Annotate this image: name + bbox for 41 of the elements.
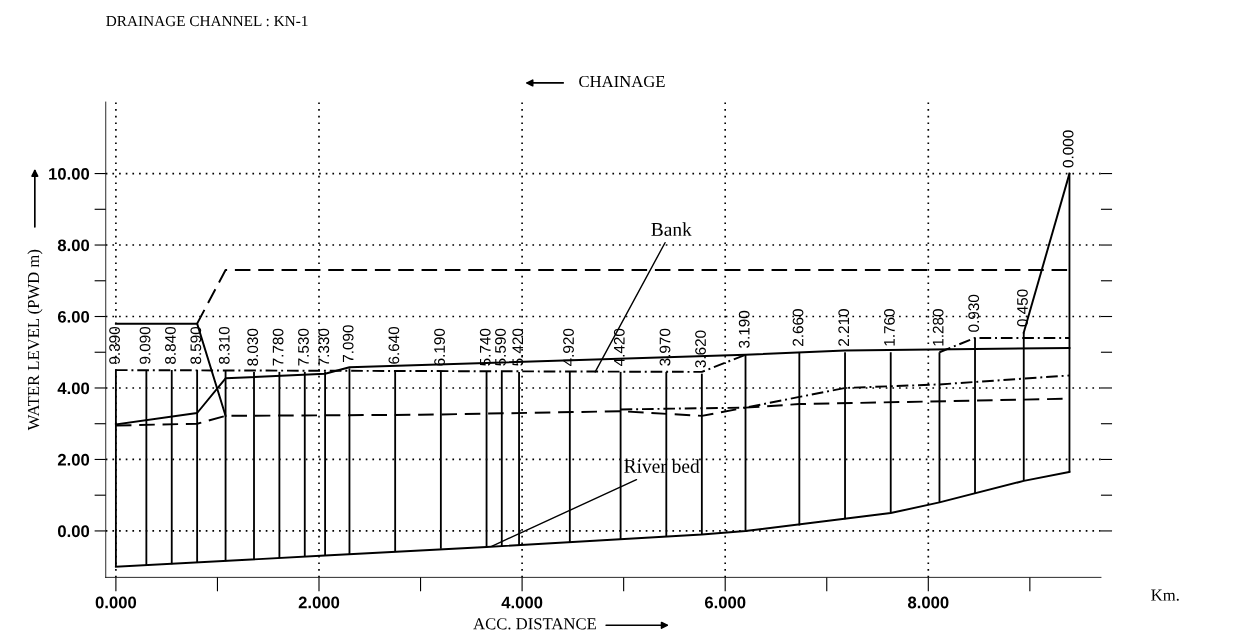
x-axis-title: ACC. DISTANCE: [473, 618, 596, 630]
annotation: 7.530: [298, 328, 309, 366]
annotation: 8.590: [190, 326, 202, 364]
annotation: 9.390: [109, 326, 120, 364]
text: Km.: [1151, 589, 1179, 601]
x-tick-label: 4.000: [501, 596, 543, 609]
y-tick-label: 2.00: [57, 453, 90, 466]
annotation: 8.030: [247, 328, 259, 366]
annotation: 4.420: [613, 328, 625, 366]
y-tick-label: 8.00: [57, 239, 90, 252]
y-tick-label: 6.00: [57, 310, 90, 323]
annotation: 8.840: [165, 326, 176, 364]
annotation: 0.930: [968, 294, 980, 332]
annotation: 1.280: [932, 309, 944, 346]
y-axis-title: WATER LEVEL (PWD m): [27, 249, 43, 431]
annotation: 7.090: [342, 325, 354, 362]
annotation: 3.190: [738, 310, 750, 348]
annotation: 0.450: [1017, 289, 1028, 327]
y-tick-label: 4.00: [57, 382, 90, 395]
annotation: 1.760: [884, 309, 895, 346]
annotation: 2.210: [838, 309, 850, 346]
chart-title: DRAINAGE CHANNEL : KN-1: [106, 15, 308, 27]
annotation: 3.620: [695, 330, 706, 368]
annotation: 5.740: [479, 328, 491, 366]
text: CHAINAGE: [579, 75, 665, 88]
y-tick-label: 0.00: [57, 525, 90, 538]
x-tick-label: 2.000: [298, 596, 340, 609]
x-tick-label: 0.000: [95, 596, 137, 609]
annotation: Bank: [651, 222, 692, 236]
x-tick-label: 6.000: [704, 596, 746, 609]
annotation: 2.660: [792, 309, 804, 346]
annotation: 8.310: [218, 326, 230, 364]
annotation: 9.090: [139, 326, 151, 364]
annotation: 7.780: [272, 328, 284, 366]
annotation: 6.640: [388, 326, 400, 364]
annotation: 5.590: [495, 328, 506, 366]
annotation: 0.000: [1062, 130, 1074, 168]
x-tick-label: 8.000: [907, 596, 949, 609]
y-tick-label: 10.00: [49, 167, 90, 180]
annotation: 7.330: [318, 328, 330, 366]
annotation: 3.970: [659, 328, 671, 366]
